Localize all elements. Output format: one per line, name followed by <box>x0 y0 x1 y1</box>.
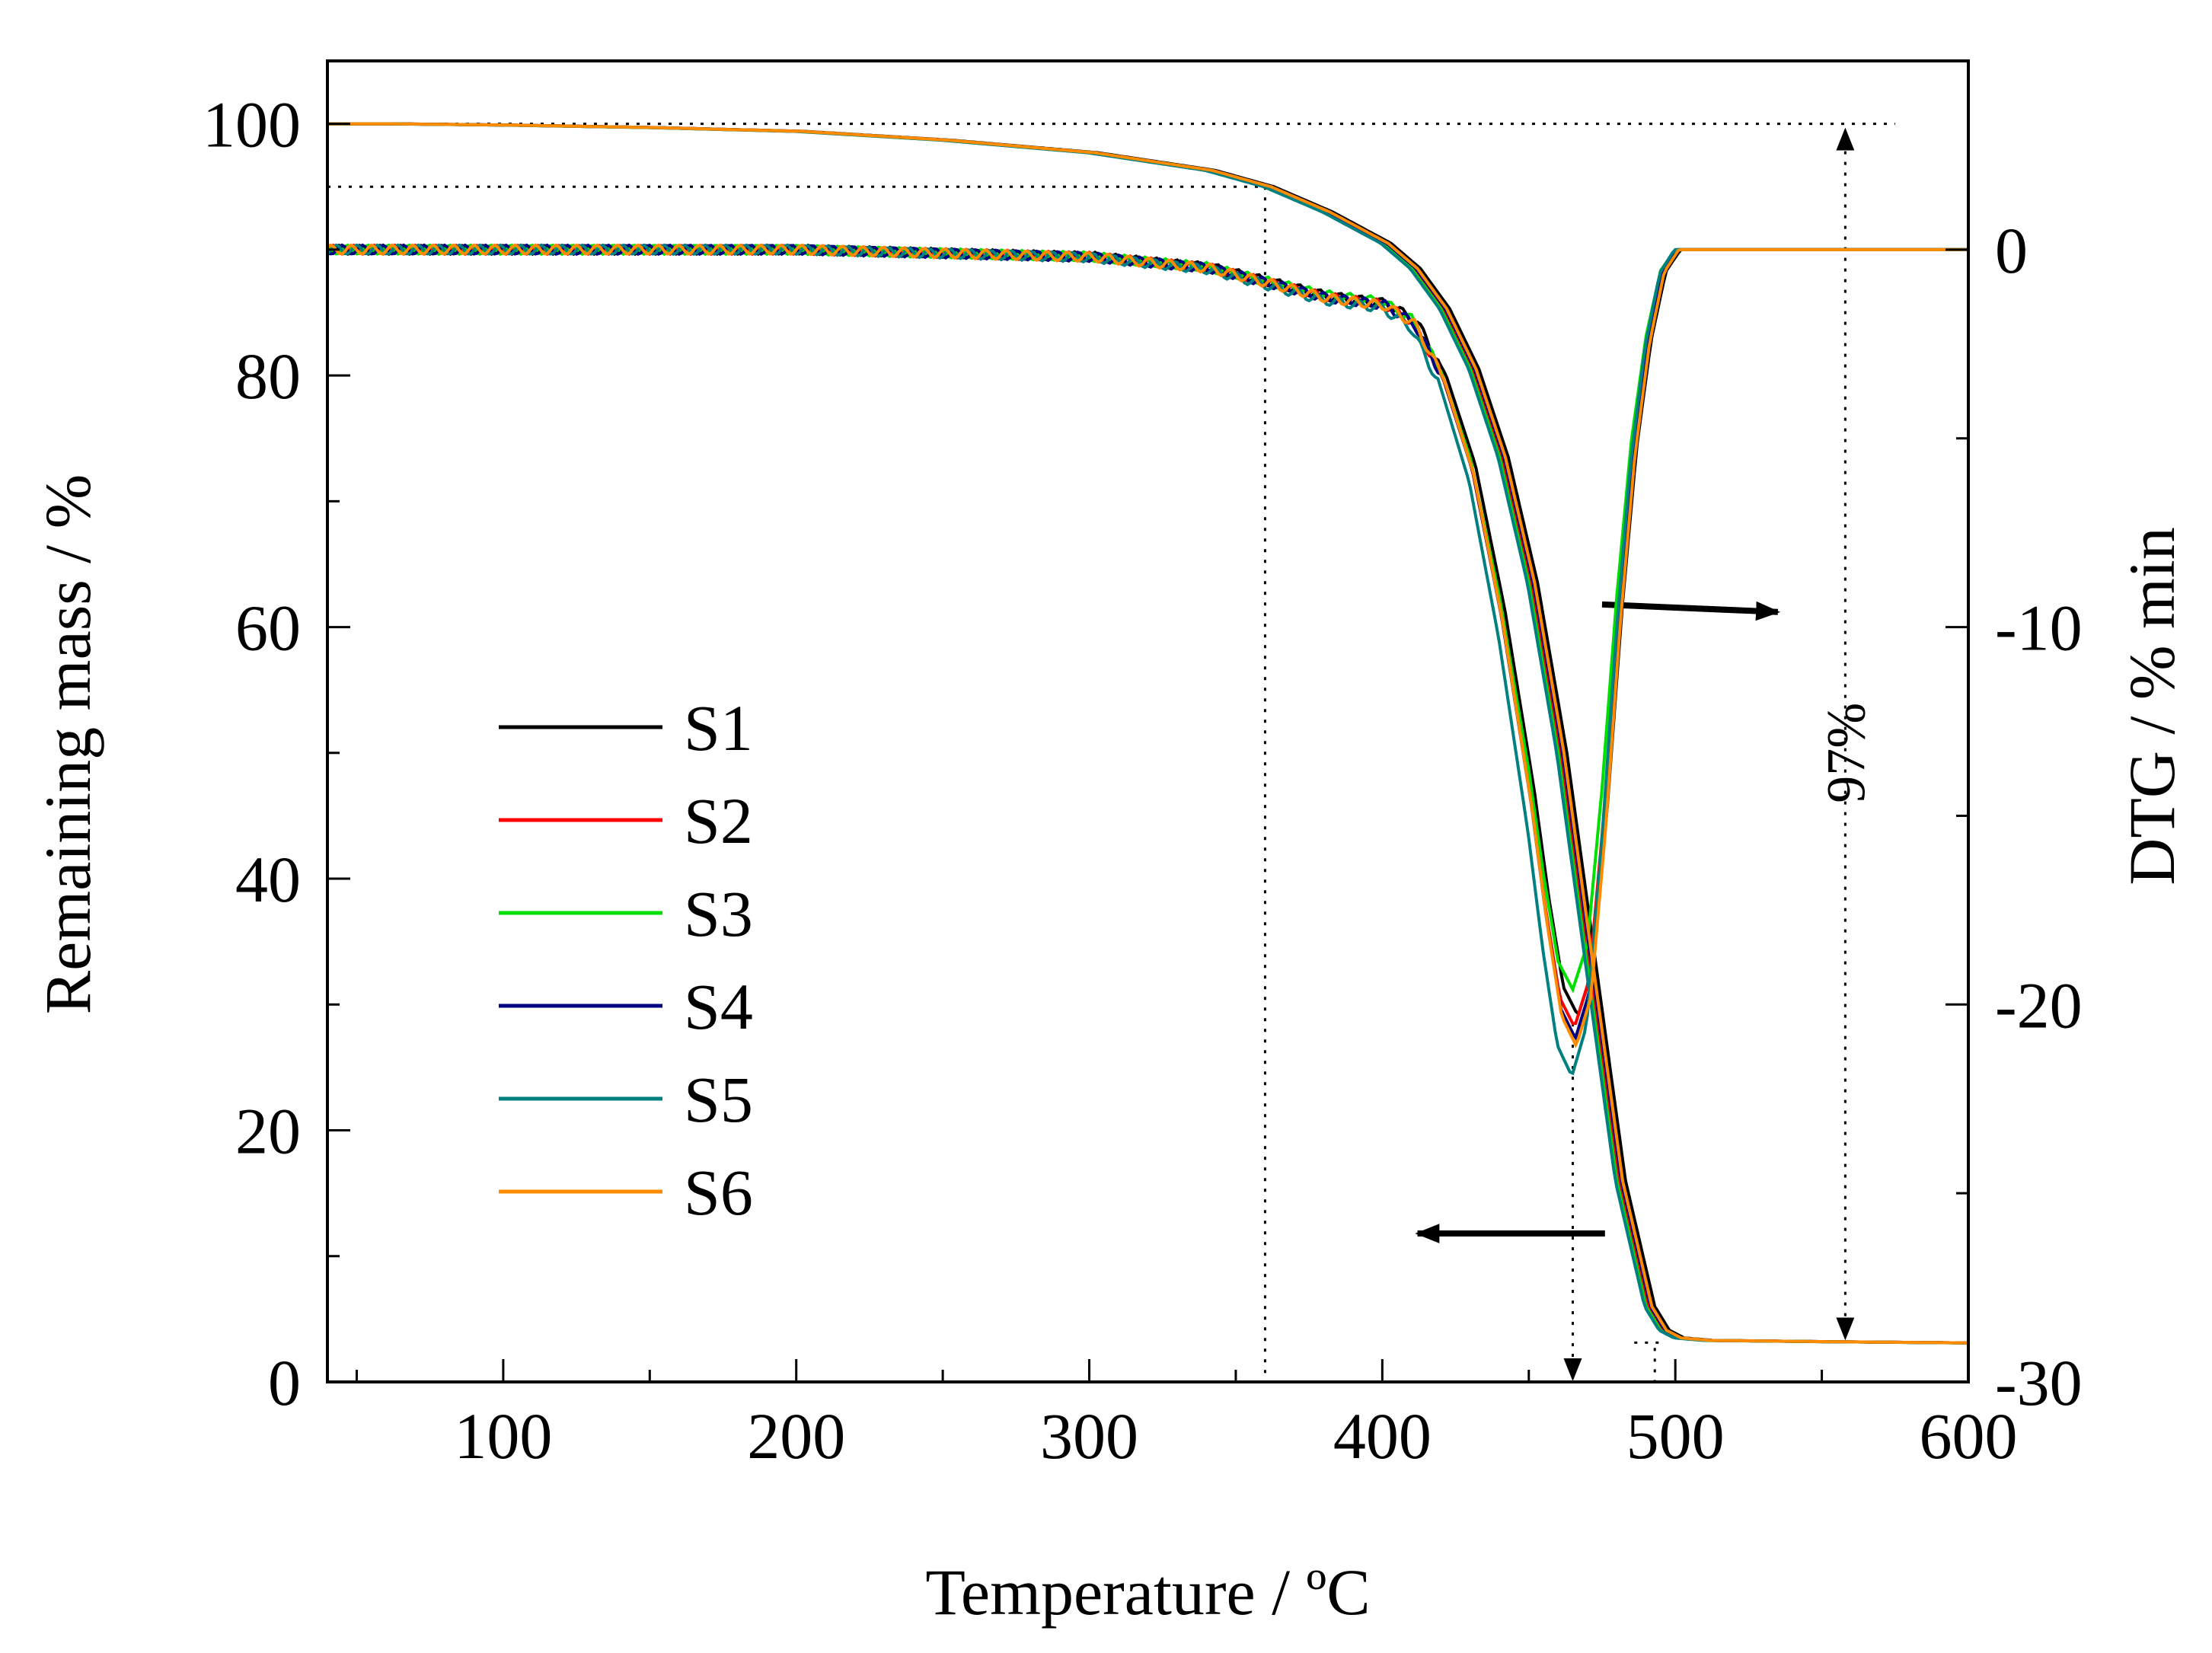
y-axis-right-label: DTG / % min <box>2115 527 2188 886</box>
tga-curve-s2 <box>327 122 1968 1345</box>
legend-label-s3: S3 <box>684 877 753 950</box>
legend-label-s1: S1 <box>684 691 753 764</box>
y-axis-left-label: Remaining mass / % <box>31 474 104 1014</box>
dtg-curve-s6 <box>326 243 1968 1048</box>
tga-curve-s5 <box>327 122 1968 1345</box>
data-curves <box>326 122 1969 1345</box>
y-left-tick-label: 20 <box>235 1095 301 1168</box>
plot-frame <box>326 59 1970 1383</box>
dtg-curve-s1 <box>327 243 1968 1017</box>
axes: 100 200 300 400 500 600 0 20 40 60 80 100 0 -10 -20 -30 <box>203 88 2083 1473</box>
legend: S1 S2 S3 S4 S5 S6 <box>499 691 753 1229</box>
x-axis-label: Temperature / ºC <box>925 1556 1370 1629</box>
legend-label-s4: S4 <box>684 970 753 1043</box>
legend-label-s6: S6 <box>684 1156 753 1229</box>
tga-curve-s6 <box>327 122 1968 1345</box>
y-left-tick-label: 40 <box>235 843 301 916</box>
x-tick-label: 400 <box>1333 1399 1432 1473</box>
dtg-curve-s5 <box>326 243 1968 1076</box>
y-left-tick-label: 60 <box>235 592 301 665</box>
dtg-curve-s4 <box>326 243 1968 1042</box>
y-right-tick-label: -10 <box>1995 592 2083 665</box>
y-right-tick-label: -20 <box>1995 969 2083 1042</box>
y-left-tick-label: 80 <box>235 340 301 413</box>
guide-lines <box>327 123 1895 1382</box>
x-tick-label: 100 <box>454 1399 552 1473</box>
x-tick-label: 500 <box>1626 1399 1725 1473</box>
x-tick-label: 300 <box>1040 1399 1138 1473</box>
dtg-curve-s2 <box>326 243 1968 1026</box>
y-left-tick-label: 100 <box>203 88 301 161</box>
y-right-tick-label: 0 <box>1995 214 2028 287</box>
x-tick-label: 600 <box>1920 1399 2018 1473</box>
tga-curve-s4 <box>327 122 1968 1345</box>
tga-curve-s1 <box>327 122 1969 1345</box>
axis-labels: Temperature / ºC Remaining mass / % DTG … <box>31 474 2188 1629</box>
dtg-axis-arrow <box>1601 601 1781 621</box>
legend-label-s2: S2 <box>684 784 753 857</box>
dtg-curve-s3 <box>326 243 1968 994</box>
y-left-tick-label: 0 <box>268 1346 301 1419</box>
mass-loss-annotation: 97% <box>1815 703 1876 803</box>
legend-label-s5: S5 <box>684 1063 753 1136</box>
y-right-tick-label: -30 <box>1995 1346 2083 1419</box>
x-tick-label: 200 <box>747 1399 845 1473</box>
tga-curve-s3 <box>327 122 1969 1345</box>
